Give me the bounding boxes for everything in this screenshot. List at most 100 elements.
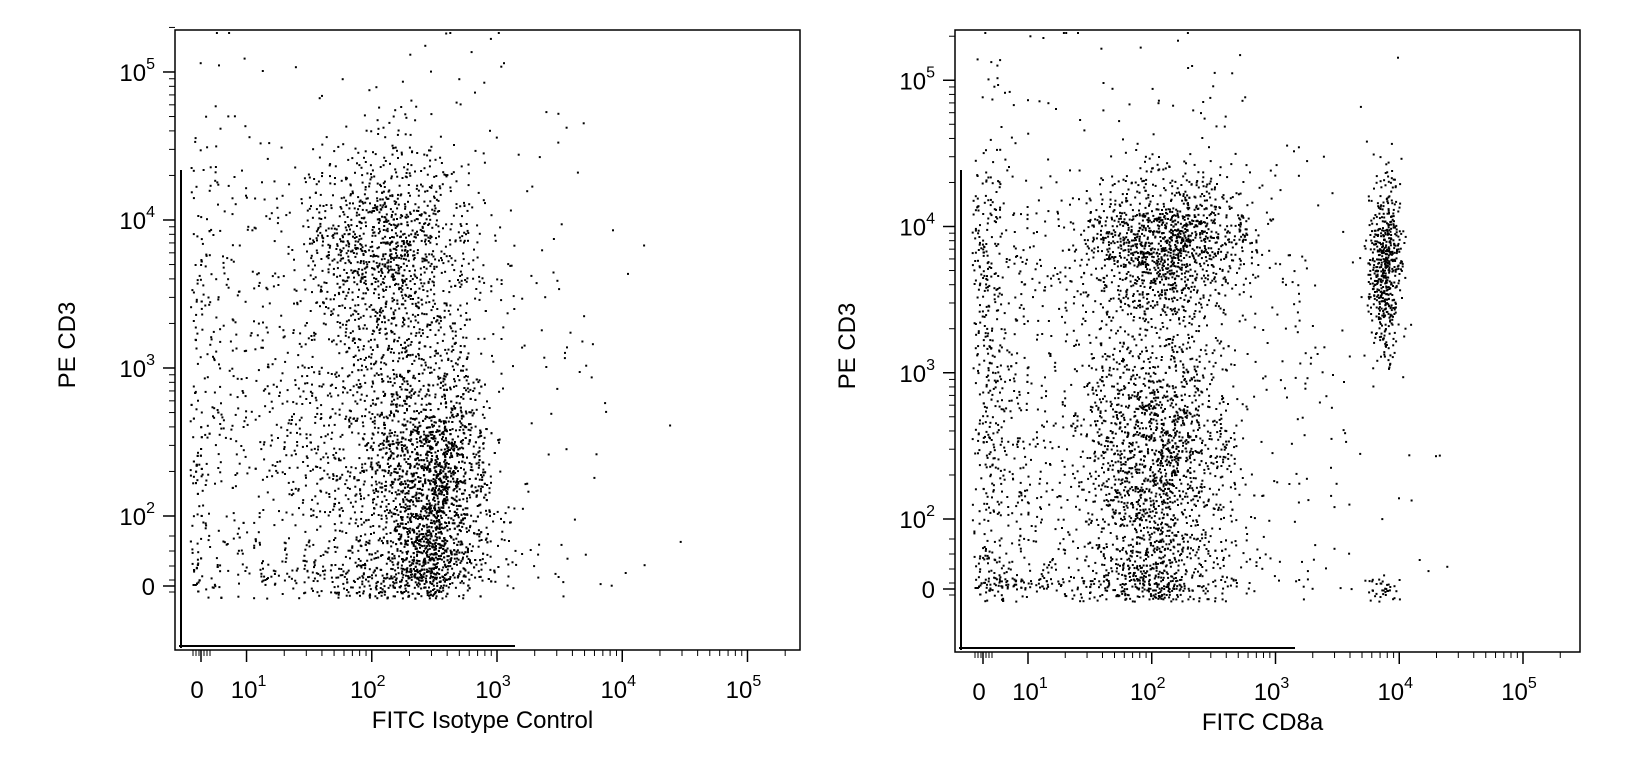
data-point [401,325,404,328]
data-point [361,580,364,583]
data-point [410,332,413,335]
data-point [381,288,384,291]
data-point [416,592,419,595]
data-point [424,482,427,485]
data-point [427,388,430,391]
data-point [444,526,447,529]
data-point [435,475,438,478]
data-point [365,327,368,330]
data-point [463,461,466,464]
data-point [437,199,440,202]
data-point [326,551,329,554]
data-point [500,279,503,282]
data-point [433,505,436,508]
data-point [393,338,396,341]
data-point [383,510,386,513]
data-point [472,381,475,384]
data-point [201,242,204,245]
data-point [422,467,425,470]
data-point [333,423,336,426]
data-point [338,352,341,355]
data-point [496,510,499,513]
data-point [403,454,406,457]
data-point [461,442,464,445]
data-point [428,394,431,397]
data-point [407,163,409,166]
data-point [329,182,332,185]
data-point [358,213,361,216]
data-point [429,594,432,597]
data-point [310,514,313,517]
data-point [467,172,470,175]
data-point [417,194,420,197]
data-point [345,415,348,418]
data-point [413,466,416,469]
data-point [396,218,398,220]
data-point [452,444,455,447]
data-point [327,251,330,254]
data-point [330,437,333,440]
data-point [488,487,491,490]
data-point [347,276,350,279]
data-point [398,468,401,471]
data-point [420,551,422,554]
data-point [406,567,409,570]
data-point [407,536,410,538]
data-point [307,367,310,369]
data-point [298,507,300,510]
data-point [442,476,445,479]
data-point [400,257,403,260]
data-point [316,407,319,410]
data-point [329,392,332,395]
data-point [512,295,515,298]
data-point [427,441,430,443]
data-point [356,391,359,394]
data-point [456,549,459,552]
data-point [192,233,195,236]
data-point [315,572,318,575]
data-point [293,288,296,291]
data-point [375,488,377,490]
data-point [193,570,196,573]
data-point [440,472,443,475]
data-point [435,533,437,535]
data-point [490,432,493,435]
data-point [417,394,420,397]
data-point [538,543,541,546]
data-point [395,519,398,522]
data-point [401,450,404,453]
data-point [410,430,413,433]
data-point [465,375,467,377]
data-point [384,220,387,223]
data-point [198,505,201,508]
data-point [303,554,306,557]
data-point [381,355,384,358]
data-point [339,206,342,208]
data-point [346,486,349,489]
data-point [405,264,408,267]
data-point [402,303,405,306]
data-point [339,435,342,438]
data-point [423,167,426,170]
data-point [384,288,387,291]
data-point [244,455,247,458]
data-point [339,248,342,251]
data-point [441,484,444,487]
data-point [411,151,413,154]
data-point [437,225,440,228]
data-point [435,595,438,598]
data-point [259,441,262,444]
data-point [388,121,391,124]
data-point [200,426,203,429]
data-point [360,511,363,513]
data-point [438,591,441,593]
data-point [411,229,414,232]
data-point [378,329,381,332]
data-point [440,554,442,557]
data-point [386,267,389,270]
data-point [429,403,432,406]
data-point [317,572,320,575]
data-point [467,584,470,587]
data-point [359,358,362,360]
data-point [341,279,344,282]
